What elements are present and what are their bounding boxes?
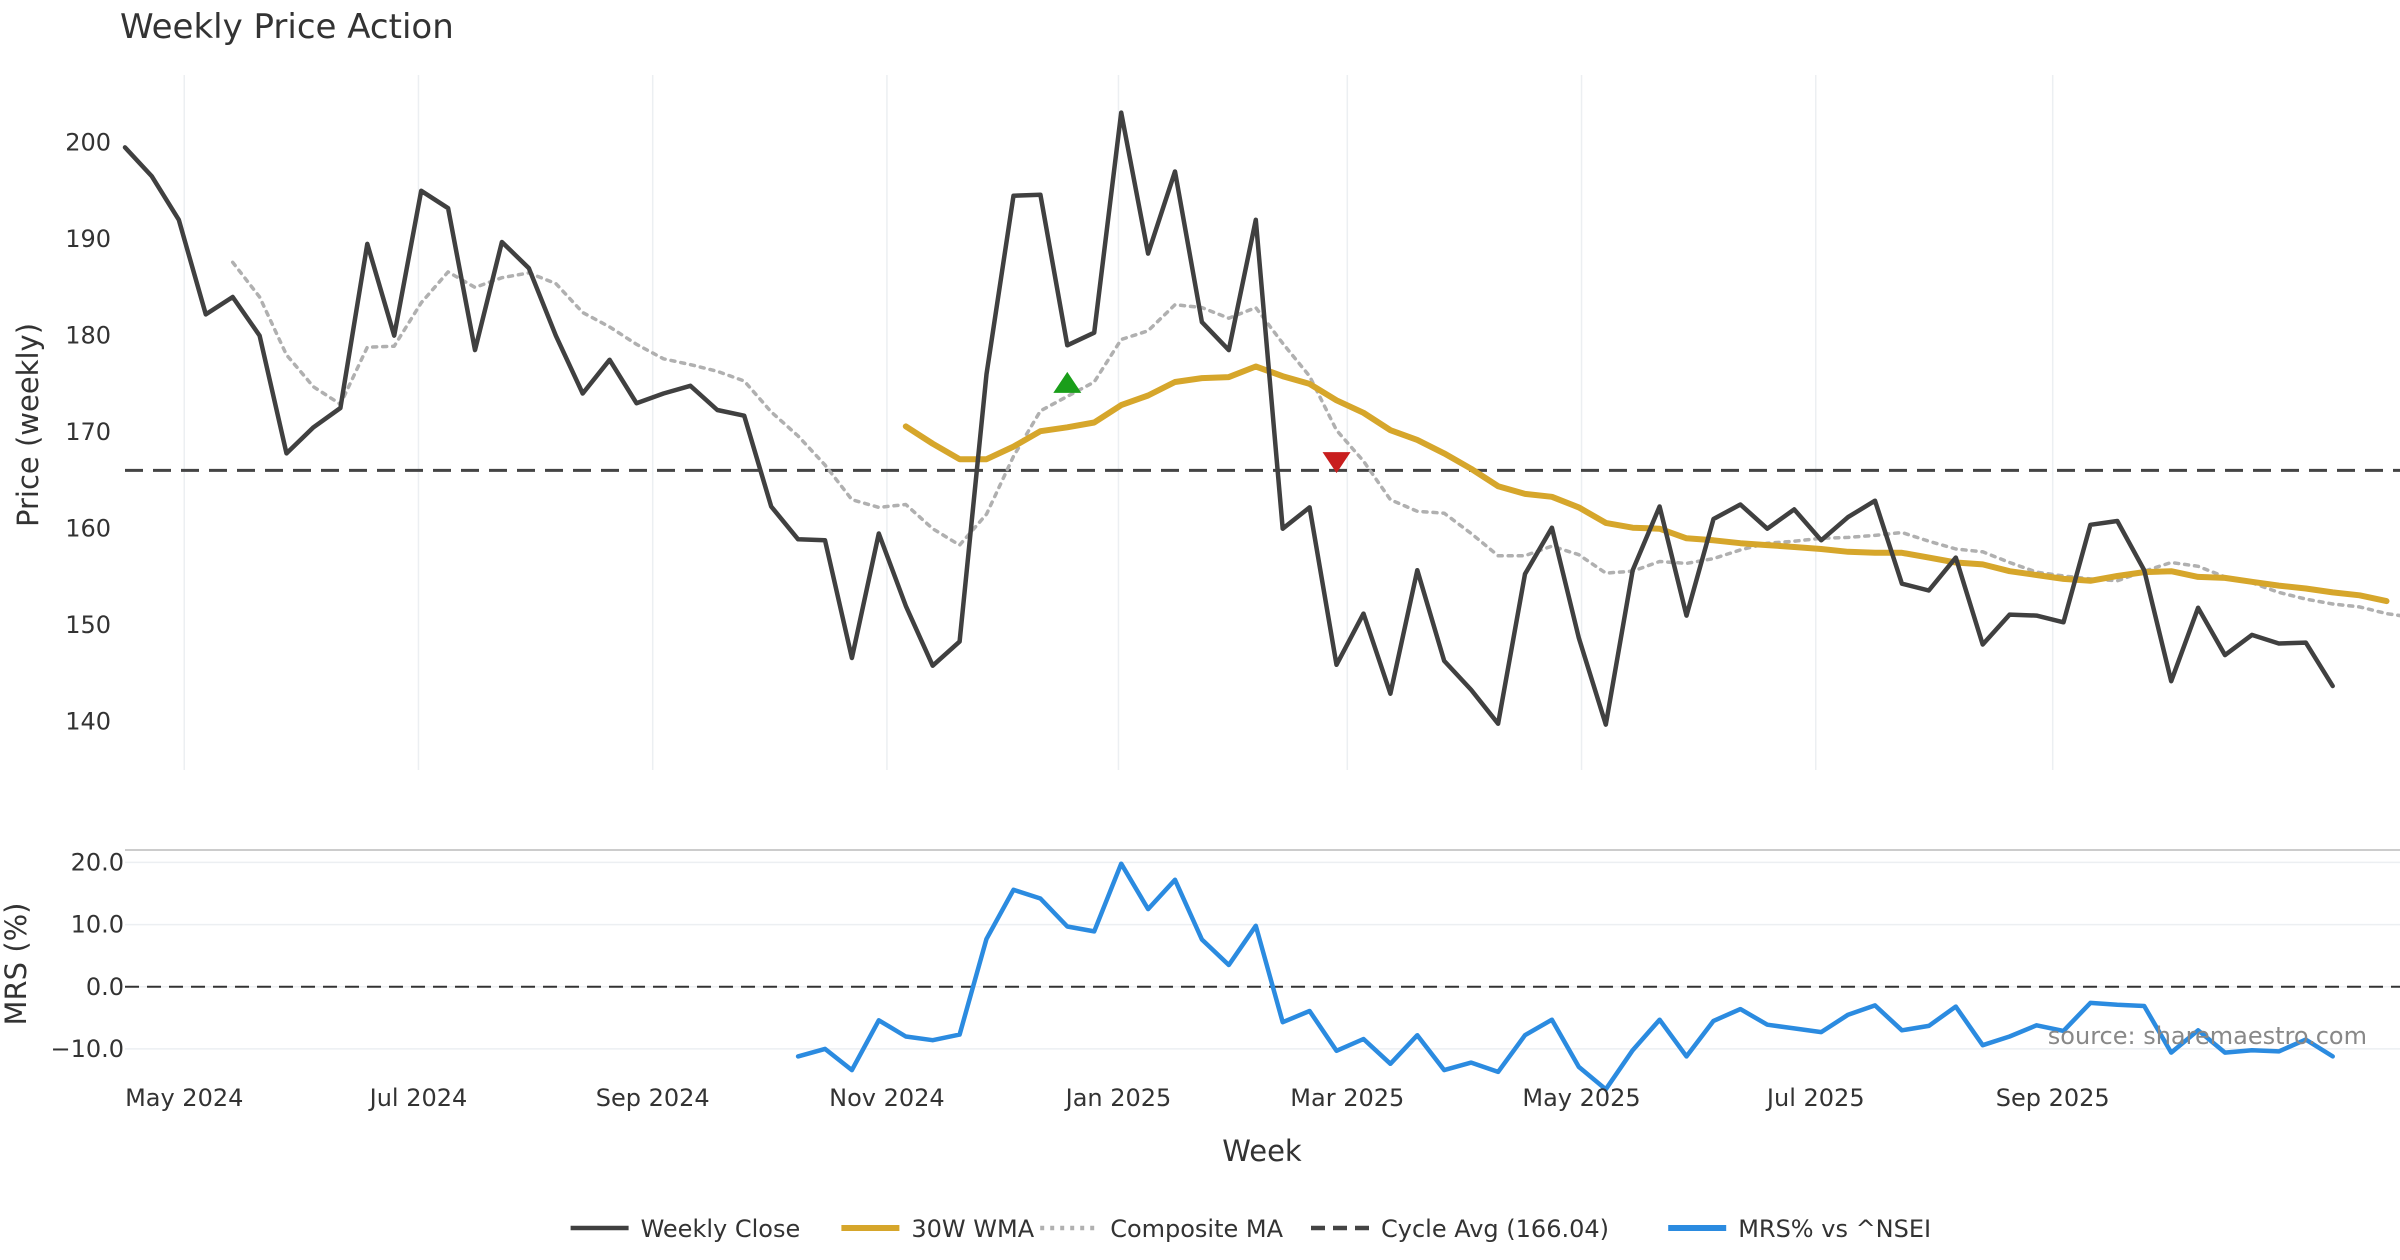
x-tick-sep-2025: Sep 2025 [1996,1084,2110,1112]
mrs-series [795,861,2335,1092]
x-tick-may-2024: May 2024 [125,1084,243,1112]
x-tick-may-2025: May 2025 [1522,1084,1640,1112]
legend-label-cycle-avg-166-04: Cycle Avg (166.04) [1381,1215,1609,1243]
mrs-y-tick-label: 10.0 [71,911,124,939]
x-tick-sep-2024: Sep 2024 [596,1084,710,1112]
mrs-y-tick-label: −10.0 [50,1035,124,1063]
x-tick-jul-2025: Jul 2025 [1765,1084,1865,1112]
mrs-y-tick-label: 0.0 [86,973,124,1001]
composite-ma-line [230,260,2400,618]
price-series [122,110,2400,727]
source-note: source: sharemaestro.com [2048,1022,2367,1050]
chart-title: Weekly Price Action [120,7,454,47]
price-y-tick-label: 150 [65,611,111,639]
signal-markers [1053,371,1351,474]
x-tick-jul-2024: Jul 2024 [368,1084,468,1112]
price-y-tick-label: 190 [65,225,111,253]
legend-label-weekly-close: Weekly Close [641,1215,801,1243]
legend: Weekly Close 30W WMA Composite MA Cycle Avg… [570,1215,1931,1243]
buy-signal-marker [1053,371,1082,393]
price-y-tick-label: 170 [65,418,111,446]
price-y-tick-label: 180 [65,322,111,350]
price-y-tick-label: 160 [65,515,111,543]
x-tick-jan-2025: Jan 2025 [1064,1084,1172,1112]
price-y-ticks: 140 150 160 170 180 190 200 [65,129,111,736]
mrs-line [795,861,2335,1092]
price-y-tick-label: 140 [65,708,111,736]
x-tick-labels: May 2024 Jul 2024 Sep 2024 Nov 2024 Jan 2025… [125,1084,2110,1112]
mrs-y-axis-label: MRS (%) [0,903,33,1026]
price-grid [183,75,2054,770]
mrs-y-tick-label: 20.0 [71,848,124,876]
x-axis-label: Week [1222,1134,1302,1168]
legend-label-composite-ma: Composite MA [1110,1215,1283,1243]
weekly-close-line [122,110,2335,727]
price-y-tick-label: 200 [65,129,111,157]
mrs-y-ticks: −10.0 0.0 10.0 20.0 [50,848,124,1062]
x-tick-mar-2025: Mar 2025 [1290,1084,1404,1112]
legend-label-mrs-vs-nsei: MRS% vs ^NSEI [1738,1215,1931,1243]
sell-signal-marker [1322,452,1351,474]
price-y-axis-label: Price (weekly) [11,323,45,527]
x-tick-nov-2024: Nov 2024 [829,1084,945,1112]
wma-line [902,363,2390,605]
legend-label-30w-wma: 30W WMA [911,1215,1034,1243]
